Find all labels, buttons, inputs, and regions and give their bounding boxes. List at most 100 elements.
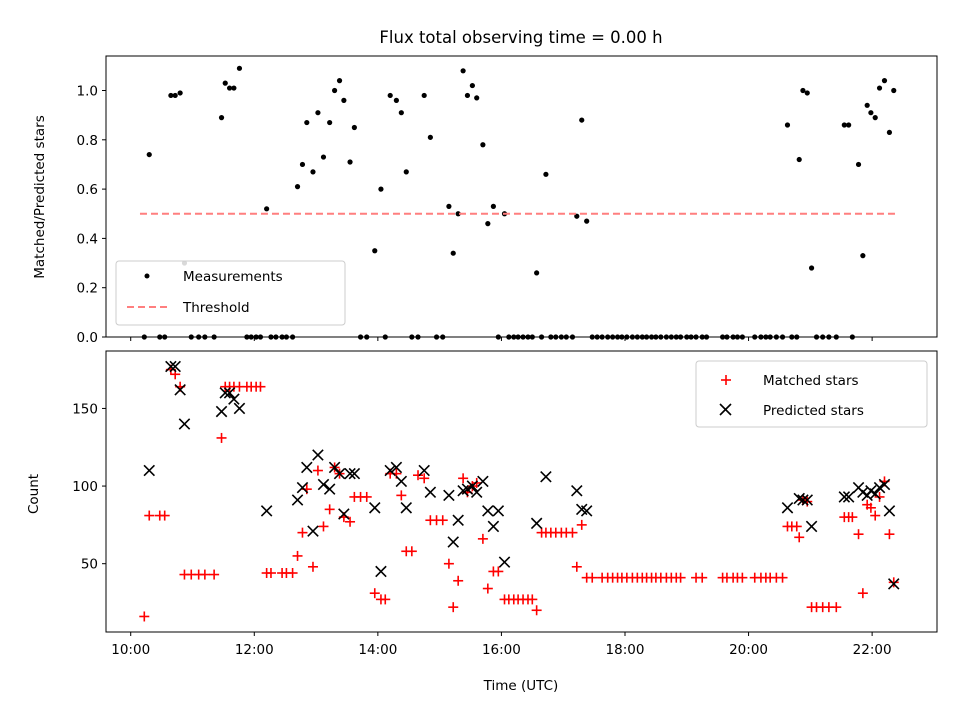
predicted-star-point	[301, 461, 313, 474]
matched-star-point	[437, 515, 448, 526]
measurement-point	[589, 334, 595, 340]
predicted-star-point	[801, 494, 814, 506]
measurement-point	[273, 334, 279, 340]
matched-star-point	[874, 491, 885, 502]
predicted-star-point	[223, 387, 236, 399]
matched-star-point	[567, 527, 578, 538]
measurement-point	[644, 334, 650, 340]
predicted-star-point	[400, 502, 413, 514]
bottom-plot-area: 50 100 150 10:00 12:00 14:00 16:00 18:00 20:00 22…	[72, 350, 938, 658]
predicted-star-point	[317, 478, 330, 491]
bottom-xtick-label: 14:00	[358, 642, 397, 658]
measurement-point	[752, 334, 758, 340]
measurement-point	[485, 221, 491, 227]
measurement-point	[460, 68, 466, 74]
top-ytick-label: 1.0	[77, 84, 98, 100]
legend-measurements-label: Measurements	[183, 269, 283, 285]
matched-star-point	[139, 611, 150, 622]
predicted-star-point	[878, 478, 891, 491]
measurement-point	[231, 85, 237, 91]
measurement-point	[253, 334, 259, 340]
measurement-point	[720, 334, 726, 340]
measurement-point	[515, 334, 521, 340]
measurement-point	[168, 92, 174, 99]
top-legend: Measurements Threshold	[115, 260, 346, 326]
matched-star-point	[527, 594, 538, 605]
measurement-point	[315, 110, 321, 116]
predicted-star-point	[883, 505, 896, 517]
measurement-point	[703, 334, 710, 340]
measurement-point	[440, 334, 446, 340]
measurement-point	[876, 85, 883, 91]
measurement-point	[320, 154, 327, 160]
measurement-point	[538, 334, 545, 340]
predicted-star-point	[482, 505, 494, 517]
top-ytick-label: 0.4	[77, 231, 98, 247]
measurement-point	[881, 78, 888, 84]
predicted-star-point	[328, 461, 341, 474]
measurement-point	[648, 334, 655, 340]
measurement-point	[415, 334, 421, 340]
matched-star-point	[380, 594, 391, 605]
predicted-star-point	[797, 494, 809, 506]
measurement-point	[820, 334, 826, 340]
measurement-point	[864, 102, 870, 108]
measurement-point	[886, 129, 893, 136]
predicted-star-point	[452, 514, 464, 526]
matched-star-point	[159, 510, 170, 521]
matched-star-point	[199, 569, 210, 580]
legend-measurements-marker	[144, 273, 150, 279]
bottom-legend: Matched stars Predicted stars	[695, 360, 928, 428]
predicted-star-point	[312, 449, 324, 461]
matched-star-point	[265, 568, 276, 579]
top-ytick-label: 0.8	[77, 133, 98, 149]
legend-predicted-label: Predicted stars	[763, 403, 864, 419]
measurement-point	[421, 92, 427, 99]
measurement-point	[433, 334, 440, 340]
predicted-star-point	[805, 520, 818, 533]
matched-star-point	[312, 465, 323, 476]
measurement-point	[310, 169, 316, 175]
measurement-point	[327, 119, 333, 126]
measurement-point	[455, 211, 461, 217]
measurement-point	[446, 203, 452, 209]
matched-star-point	[531, 605, 542, 616]
measurement-point	[495, 334, 501, 340]
matched-star-point	[419, 473, 430, 484]
measurement-point	[279, 334, 285, 340]
measurement-point	[236, 65, 243, 71]
measurement-point	[289, 334, 296, 340]
matched-star-point	[675, 572, 686, 583]
matched-star-point	[324, 504, 335, 515]
measurement-point	[351, 124, 357, 131]
matched-star-point	[453, 575, 464, 586]
measurement-point	[172, 92, 178, 99]
bottom-xtick-label: 20:00	[729, 642, 768, 658]
predicted-star-point	[174, 384, 186, 396]
bottom-chart-ylabel: Count	[26, 474, 42, 514]
measurement-point	[724, 334, 730, 340]
predicted-star-point	[869, 488, 881, 500]
measurement-point	[294, 184, 301, 190]
matched-star-point	[794, 532, 805, 543]
measurement-point	[299, 161, 306, 168]
measurement-point	[304, 119, 310, 126]
measurement-point	[347, 159, 353, 165]
measurement-point	[264, 206, 270, 212]
measurement-point	[506, 334, 512, 340]
predicted-star-point	[260, 505, 273, 517]
legend-matched-label: Matched stars	[763, 373, 859, 389]
measurement-point	[634, 334, 640, 340]
predicted-star-point	[571, 484, 583, 497]
top-ytick-label: 0.6	[77, 182, 98, 198]
measurement-point	[684, 334, 690, 340]
measurement-point	[614, 334, 621, 340]
measurement-point	[758, 334, 764, 340]
predicted-star-point	[333, 467, 346, 480]
matched-star-point	[287, 568, 298, 579]
measurement-point	[520, 334, 526, 340]
measurement-point	[188, 334, 194, 340]
matched-star-point	[884, 529, 895, 540]
matched-star-point	[144, 510, 155, 521]
